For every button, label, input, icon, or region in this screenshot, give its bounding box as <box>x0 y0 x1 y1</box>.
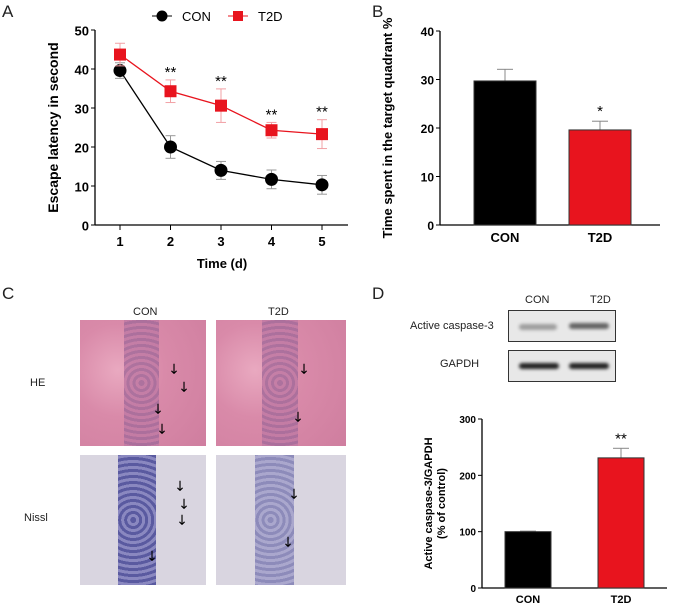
x-tick-label: CON <box>491 230 520 245</box>
significance-label: ** <box>615 430 627 447</box>
data-point-con <box>113 64 127 78</box>
y-axis-label: Escape latency in second <box>45 42 61 212</box>
y-tick-label: 0 <box>82 219 89 234</box>
panel-label-b: B <box>372 2 384 21</box>
he-t2d-image: ↙ ↙ <box>216 320 346 446</box>
y-axis-label: (% of control) <box>436 468 448 539</box>
y-tick-label: 30 <box>75 102 89 117</box>
histology-col-t2d: T2D <box>268 306 289 318</box>
legend-label-t2d: T2D <box>258 9 283 24</box>
y-tick-label: 100 <box>459 528 476 539</box>
x-tick-label: 1 <box>116 234 123 249</box>
data-point-con <box>164 140 177 154</box>
legend-label-con: CON <box>182 9 211 24</box>
data-point-t2d <box>114 48 126 61</box>
y-tick-label: 40 <box>75 63 89 78</box>
nissl-con-image: ↙ ↙ ↙ ↙ <box>80 455 206 585</box>
escape-latency-chart: 0 10 20 30 40 50 Escape latency in second 1 2 3 4 5… <box>45 9 348 271</box>
caspase-chart: 0 100 200 300 Active caspase-3/GAPDH (% of co… <box>423 415 667 606</box>
x-tick-label: 3 <box>217 234 224 249</box>
y-tick-label: 20 <box>75 141 89 156</box>
y-tick-label: 10 <box>75 180 89 195</box>
data-point-con <box>265 172 278 186</box>
x-tick-label: 5 <box>318 234 325 249</box>
arrow-icon: ↙ <box>173 376 194 396</box>
y-tick-label: 20 <box>421 122 435 136</box>
x-tick-label: T2D <box>588 230 613 245</box>
y-tick-label: 50 <box>75 24 89 39</box>
data-point-t2d <box>164 85 177 98</box>
legend-marker-t2d <box>233 11 243 21</box>
significance-label: ** <box>215 73 227 90</box>
data-point-t2d <box>316 128 328 141</box>
y-tick-label: 40 <box>421 25 435 39</box>
significance-label: * <box>597 103 603 120</box>
bar-t2d <box>597 457 645 589</box>
arrow-icon: ↙ <box>169 475 190 495</box>
x-tick-label: CON <box>516 594 541 606</box>
bar-con <box>504 531 552 589</box>
x-tick-label: 2 <box>167 234 174 249</box>
x-tick-label: T2D <box>611 594 632 606</box>
y-tick-label: 10 <box>421 171 435 185</box>
y-tick-label: 30 <box>421 74 435 88</box>
histology-row-nissl: Nissl <box>24 512 48 524</box>
caspase-blot <box>508 310 616 342</box>
histology-col-con: CON <box>133 306 158 318</box>
panel-label-c: C <box>2 284 15 303</box>
data-point-con <box>214 163 228 177</box>
x-axis-label: Time (d) <box>197 256 247 271</box>
significance-label: ** <box>316 104 328 121</box>
y-axis-label: Time spent in the target quadrant % <box>380 17 395 238</box>
significance-label: ** <box>165 64 177 81</box>
blot-col-t2d: T2D <box>590 294 611 306</box>
target-quadrant-chart: 0 10 20 30 40 Time spent in the target quadra… <box>380 17 660 245</box>
data-point-t2d <box>215 99 227 112</box>
y-tick-label: 300 <box>459 415 476 426</box>
y-tick-label: 200 <box>459 471 476 482</box>
y-tick-label: 0 <box>427 219 434 233</box>
significance-label: ** <box>266 106 278 123</box>
panel-label-d: D <box>372 284 385 303</box>
blot-row-caspase: Active caspase-3 <box>410 320 494 332</box>
he-con-image: ↙ ↙ ↙ ↙ <box>80 320 206 446</box>
blot-col-con: CON <box>525 294 550 306</box>
nissl-t2d-image: ↙ ↙ <box>216 455 346 585</box>
x-tick-label: 4 <box>268 234 276 249</box>
y-tick-label: 0 <box>470 584 476 595</box>
legend-marker-con <box>156 10 168 22</box>
y-axis-label: Active caspase-3/GAPDH <box>423 437 435 569</box>
bar-t2d <box>568 129 632 226</box>
data-point-t2d <box>265 124 278 137</box>
bar-con <box>473 80 537 226</box>
panel-label-a: A <box>2 2 14 21</box>
data-point-con <box>315 178 329 192</box>
arrow-icon: ↙ <box>171 509 192 529</box>
gapdh-blot <box>508 350 616 382</box>
histology-row-he: HE <box>30 377 46 389</box>
blot-row-gapdh: GAPDH <box>440 358 480 370</box>
